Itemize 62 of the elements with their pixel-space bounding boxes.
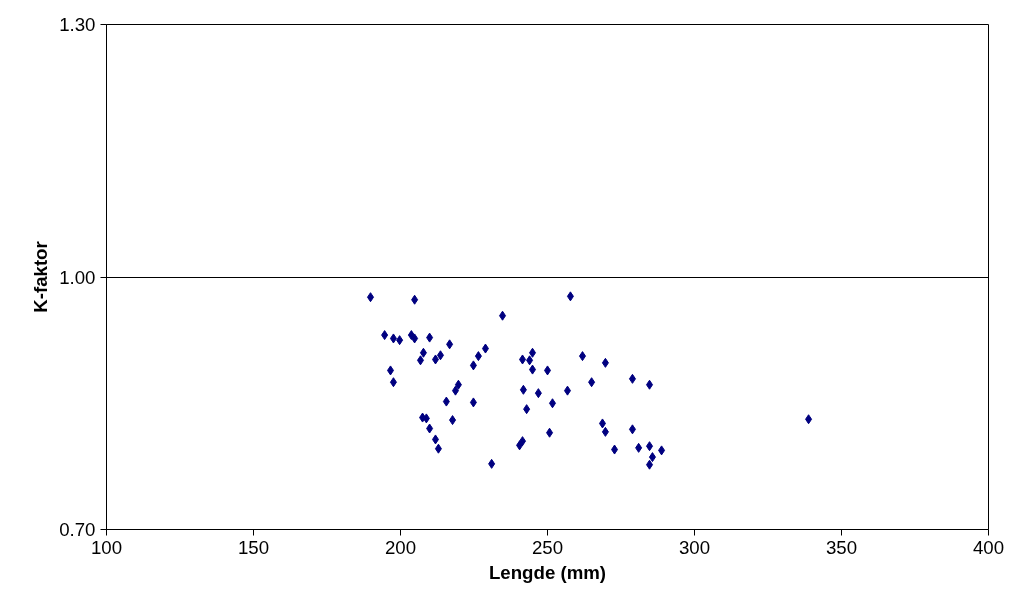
point [488,458,496,469]
point [529,364,537,375]
point [611,444,619,455]
point [454,379,462,390]
point [578,351,586,362]
point [601,357,609,368]
point [523,404,531,415]
point [546,427,554,438]
point [446,339,454,350]
point [389,333,397,344]
point [381,330,389,341]
point [449,415,457,426]
x-tick-label: 400 [972,536,1005,558]
x-tick-label: 150 [237,536,270,558]
point [396,335,404,346]
point [426,332,434,343]
y-axis-title: K-faktor [30,241,52,313]
point [431,354,439,365]
point [367,292,375,303]
point [646,441,654,452]
point [411,333,419,344]
x-tick-label: 300 [678,536,711,558]
point [469,397,477,408]
point [434,443,442,454]
y-tick-label: 1.30 [59,14,96,35]
x-tick-label: 200 [384,536,417,558]
point [481,343,489,354]
point [389,377,397,388]
point [442,396,450,407]
point [519,354,527,365]
point [431,434,439,445]
point [646,379,654,390]
point [416,355,424,366]
x-axis-title: Lengde (mm) [488,561,607,583]
x-tick-label: 350 [825,536,858,558]
point [628,373,636,384]
point [451,385,459,396]
point [563,385,571,396]
point [529,347,537,358]
point [469,360,477,371]
point [499,310,507,321]
point [658,445,666,456]
point [635,442,643,453]
point [598,418,606,429]
point [519,384,527,395]
point [805,414,813,425]
point [526,355,534,366]
point [648,452,656,463]
point [436,350,444,361]
point [646,459,654,470]
point [588,377,596,388]
point [419,347,427,358]
point [516,440,524,451]
point [566,291,574,302]
point [474,351,482,362]
point [426,423,434,434]
point [628,424,636,435]
x-tick-label: 250 [531,536,564,558]
point [534,388,542,399]
y-tick-label: 1.00 [59,266,96,288]
point [411,294,419,305]
point [601,426,609,437]
